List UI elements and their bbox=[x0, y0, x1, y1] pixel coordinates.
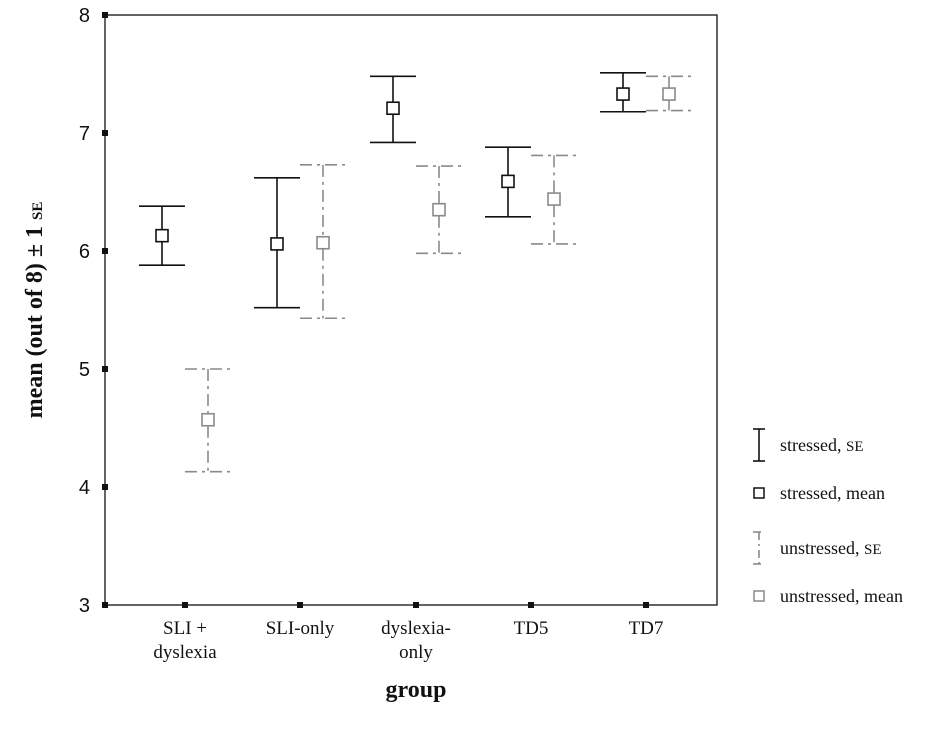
data-marks bbox=[139, 72, 692, 473]
x-tick bbox=[413, 602, 419, 608]
legend-errorbar-icon bbox=[753, 428, 765, 462]
legend-label: unstressed, SE bbox=[780, 538, 882, 558]
y-tick-label: 6 bbox=[79, 241, 90, 263]
unstressed-errorbar bbox=[646, 75, 692, 112]
unstressed-errorbar bbox=[416, 165, 462, 255]
legend-label-main: unstressed, mean bbox=[780, 586, 903, 606]
y-axis-title-main: mean (out of 8) ± 1 bbox=[22, 220, 48, 418]
y-axis: 3 4 5 6 7 8 bbox=[79, 5, 108, 617]
y-axis-title-se: SE bbox=[30, 202, 46, 220]
legend: stressed, SE stressed, mean unstressed, SE… bbox=[753, 428, 903, 606]
y-tick bbox=[102, 130, 108, 136]
stressed-mean-marker bbox=[616, 87, 630, 101]
x-tick-label: SLI-only bbox=[266, 618, 335, 639]
legend-marker-icon bbox=[753, 590, 765, 602]
plot-frame bbox=[104, 14, 718, 606]
unstressed-errorbar bbox=[531, 154, 577, 245]
legend-marker-icon bbox=[753, 487, 765, 499]
y-tick-label: 5 bbox=[79, 359, 90, 381]
unstressed-mean-marker bbox=[432, 202, 446, 217]
stressed-errorbar bbox=[139, 205, 185, 266]
x-tick bbox=[297, 602, 303, 608]
y-tick bbox=[102, 248, 108, 254]
unstressed-mean-marker bbox=[201, 412, 215, 427]
y-tick-label: 3 bbox=[79, 595, 90, 617]
x-tick-label: dyslexia- bbox=[381, 618, 451, 639]
unstressed-mean-marker bbox=[316, 235, 330, 250]
x-tick-label: TD5 bbox=[514, 618, 549, 639]
x-tick-label: only bbox=[399, 642, 433, 663]
legend-label: unstressed, mean bbox=[780, 586, 903, 606]
x-axis-title: group bbox=[386, 677, 447, 703]
y-tick-label: 7 bbox=[79, 123, 90, 145]
x-axis: SLI + dyslexia SLI-only dyslexia-only TD5 TD7 bbox=[153, 602, 663, 663]
stressed-mean-marker bbox=[501, 174, 515, 189]
unstressed-errorbar bbox=[300, 164, 346, 320]
y-tick-label: 8 bbox=[79, 5, 90, 27]
legend-label-se: SE bbox=[864, 542, 882, 558]
legend-label-main: unstressed, bbox=[780, 538, 864, 558]
stressed-errorbar bbox=[485, 146, 531, 218]
stressed-errorbar bbox=[370, 75, 416, 144]
unstressed-mean-marker bbox=[547, 192, 561, 206]
stressed-mean-marker bbox=[270, 237, 284, 251]
y-tick bbox=[102, 366, 108, 372]
x-tick-label: dyslexia bbox=[153, 642, 217, 663]
legend-errorbar-icon bbox=[753, 531, 765, 565]
x-tick bbox=[182, 602, 188, 608]
stressed-errorbar bbox=[254, 177, 300, 309]
legend-label-main: stressed, bbox=[780, 435, 846, 455]
legend-label: stressed, SE bbox=[780, 435, 864, 455]
x-tick bbox=[528, 602, 534, 608]
unstressed-mean-marker bbox=[662, 87, 676, 101]
y-tick-label: 4 bbox=[79, 477, 90, 499]
legend-label: stressed, mean bbox=[780, 483, 885, 503]
x-tick-label: SLI + bbox=[163, 618, 207, 639]
legend-label-main: stressed, mean bbox=[780, 483, 885, 503]
y-tick bbox=[102, 484, 108, 490]
legend-label-se: SE bbox=[846, 439, 864, 455]
x-tick bbox=[643, 602, 649, 608]
y-tick bbox=[102, 12, 108, 18]
unstressed-errorbar bbox=[185, 368, 231, 473]
y-axis-title: mean (out of 8) ± 1 SE bbox=[22, 202, 48, 419]
stressed-errorbar bbox=[600, 72, 646, 113]
stressed-mean-marker bbox=[386, 101, 400, 116]
x-tick-label: TD7 bbox=[629, 618, 664, 639]
stressed-mean-marker bbox=[155, 228, 169, 243]
y-tick bbox=[102, 602, 108, 608]
